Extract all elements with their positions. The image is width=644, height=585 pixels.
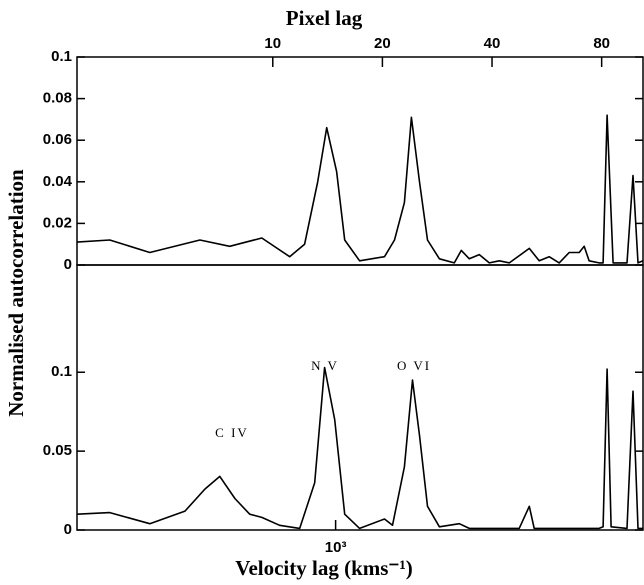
x2-tick-label: 80 (593, 35, 610, 52)
line-annotation: C IV (215, 425, 249, 440)
y-tick-label: 0.04 (43, 173, 73, 190)
curve (76, 114, 644, 264)
x-tick-label: 10³ (325, 539, 347, 556)
plot-frame (76, 56, 644, 266)
y-tick-label: 0.08 (43, 90, 72, 107)
plot-frame (76, 264, 644, 531)
y-axis-title: Normalised autocorrelation (4, 169, 28, 417)
curve (76, 366, 643, 530)
y-tick-label: 0 (64, 256, 72, 273)
x-axis-title: Velocity lag (kms⁻¹) (235, 556, 413, 580)
y-tick-label: 0.06 (43, 131, 72, 148)
y-tick-label: 0.1 (51, 363, 72, 380)
x2-tick-label: 10 (264, 35, 281, 52)
line-annotation: N V (311, 358, 339, 373)
top-axis-title: Pixel lag (286, 6, 363, 30)
y-tick-label: 0.1 (51, 48, 72, 65)
y-tick-label: 0.05 (43, 442, 72, 459)
y-tick-label: 0 (64, 521, 72, 538)
x2-tick-label: 20 (374, 35, 391, 52)
x2-tick-label: 40 (484, 35, 501, 52)
line-annotation: O VI (397, 358, 431, 373)
y-tick-label: 0.02 (43, 214, 72, 231)
